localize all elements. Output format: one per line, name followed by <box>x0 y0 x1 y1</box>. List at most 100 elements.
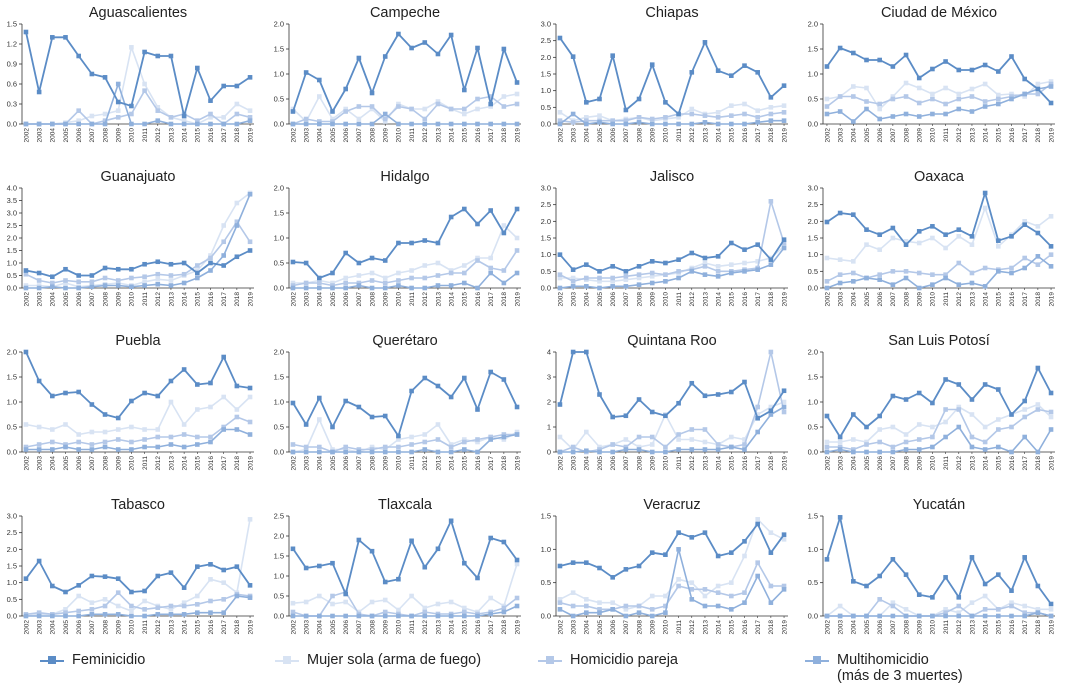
data-point <box>623 567 629 572</box>
data-point <box>742 269 747 274</box>
data-point <box>663 279 668 284</box>
data-point <box>435 260 441 266</box>
data-point <box>475 45 480 51</box>
data-point <box>864 424 869 430</box>
x-tick-label: 2004 <box>851 620 858 635</box>
x-tick-label: 2005 <box>330 128 337 143</box>
x-tick-label: 2006 <box>343 620 350 635</box>
x-tick-label: 2009 <box>917 292 924 307</box>
y-tick-label: 2.5 <box>274 512 284 521</box>
data-point <box>462 605 467 611</box>
data-point <box>435 449 441 455</box>
y-tick-label: 1.5 <box>274 552 284 561</box>
data-point <box>303 116 309 122</box>
data-point <box>781 83 787 88</box>
data-point <box>824 285 830 291</box>
data-point <box>768 412 774 417</box>
data-point <box>702 260 708 266</box>
data-point <box>702 255 708 261</box>
data-point <box>824 613 830 619</box>
x-tick-label: 2007 <box>89 620 96 635</box>
data-point <box>448 268 454 273</box>
data-point <box>597 444 602 450</box>
data-point <box>943 272 948 277</box>
data-point <box>396 31 401 37</box>
data-point <box>63 121 68 127</box>
data-point <box>343 447 348 452</box>
data-point <box>597 449 602 455</box>
data-point <box>382 275 388 281</box>
data-point <box>475 255 480 261</box>
data-point <box>382 579 388 585</box>
data-point <box>943 607 948 612</box>
data-point <box>623 603 629 609</box>
data-point <box>409 106 414 112</box>
data-point <box>234 200 240 206</box>
data-point <box>570 275 576 281</box>
y-tick-label: 3.0 <box>808 184 818 193</box>
data-point <box>956 404 962 410</box>
x-tick-label: 2014 <box>715 456 722 471</box>
data-point <box>356 537 362 543</box>
data-point <box>837 613 843 619</box>
data-point <box>557 285 563 291</box>
series-line <box>560 245 785 283</box>
data-point <box>168 442 174 447</box>
x-tick-label: 2010 <box>396 620 403 635</box>
x-tick-label: 2012 <box>155 128 162 143</box>
series-line <box>25 249 251 278</box>
y-tick-label: 1.5 <box>274 373 284 382</box>
data-point <box>570 613 576 619</box>
data-point <box>330 119 335 124</box>
data-point <box>247 595 253 600</box>
data-point <box>768 600 774 605</box>
data-point <box>36 613 42 619</box>
data-point <box>234 414 240 420</box>
data-point <box>63 280 68 286</box>
data-point <box>89 429 95 435</box>
data-point <box>247 432 253 437</box>
data-point <box>768 550 774 555</box>
data-point <box>168 121 174 127</box>
x-tick-label: 2013 <box>969 128 976 143</box>
y-tick-label: 2 <box>547 398 551 407</box>
data-point <box>356 449 362 455</box>
data-point <box>462 439 467 445</box>
y-tick-label: 1.5 <box>808 512 818 521</box>
data-point <box>982 613 988 619</box>
y-tick-label: 0.5 <box>808 423 818 432</box>
x-tick-label: 2003 <box>570 292 577 307</box>
data-point <box>422 121 428 127</box>
data-point <box>247 115 253 120</box>
data-point <box>663 552 668 557</box>
data-point <box>142 613 147 619</box>
x-tick-label: 2014 <box>982 292 989 307</box>
data-point <box>50 35 55 40</box>
data-point <box>303 70 309 75</box>
data-point <box>729 434 734 440</box>
data-point <box>422 439 428 445</box>
x-tick-label: 2002 <box>290 128 297 143</box>
data-point <box>824 219 830 225</box>
legend-item-feminicidio: Feminicidio <box>40 652 145 668</box>
data-point <box>488 265 493 271</box>
data-point <box>755 560 760 565</box>
x-tick-label: 2002 <box>23 620 30 635</box>
data-point <box>317 613 322 619</box>
data-point <box>50 284 55 290</box>
x-tick-label: 2010 <box>930 620 937 635</box>
x-tick-label: 2003 <box>837 620 844 635</box>
x-tick-label: 2010 <box>129 620 136 635</box>
data-point <box>422 275 428 281</box>
x-tick-label: 2013 <box>168 128 175 143</box>
x-tick-label: 2016 <box>742 620 749 635</box>
data-point <box>475 121 480 127</box>
data-point <box>369 278 375 283</box>
data-point <box>890 613 896 619</box>
data-point <box>676 400 681 406</box>
data-point <box>890 449 896 455</box>
data-point <box>76 608 81 614</box>
y-tick-label: 2.0 <box>541 53 551 62</box>
